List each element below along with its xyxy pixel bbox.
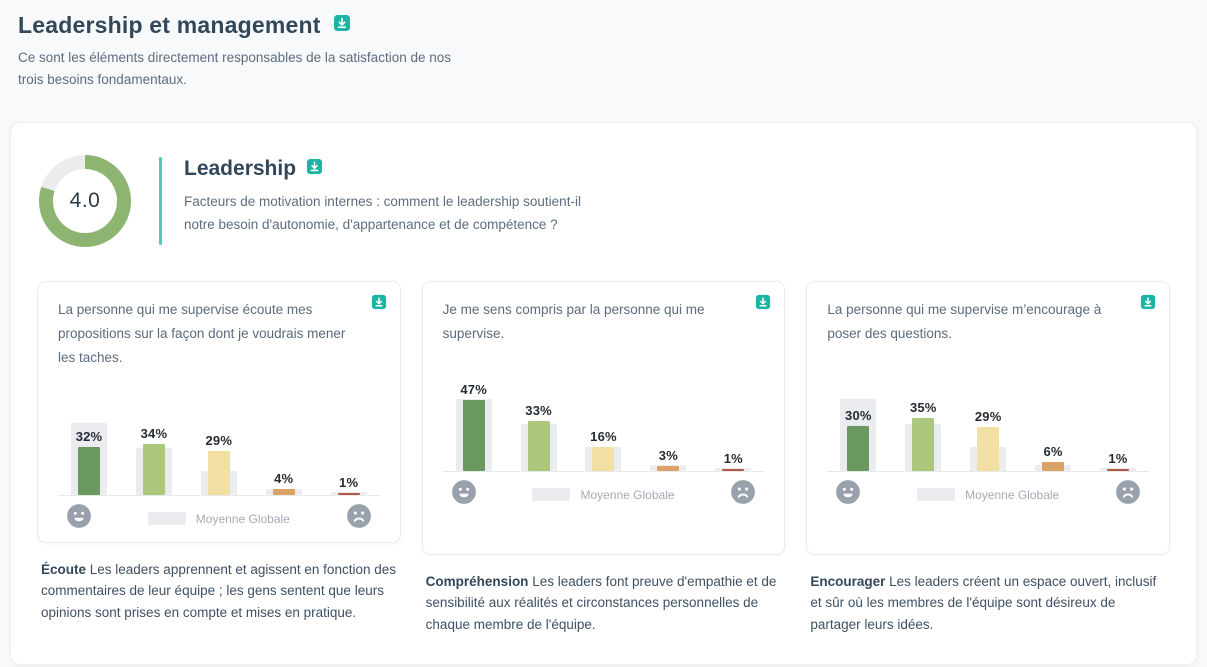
bar-value-label: 6% <box>1043 443 1063 459</box>
summary-keyword: Compréhension <box>425 573 529 589</box>
leadership-section-card: 4.0 Leadership Facteurs de motivation in… <box>10 121 1197 665</box>
bar-group: 30% <box>831 360 885 471</box>
question-text: La personne qui me supervise m’encourage… <box>827 301 1102 341</box>
value-bar <box>592 446 615 471</box>
score-value: 4.0 <box>53 168 117 233</box>
question-summary: Écoute Les leaders apprennent et agissen… <box>41 561 396 620</box>
question-summary: Compréhension Les leaders font preuve d'… <box>425 573 777 632</box>
bar-chart: 32% 34% 29% 4% 1% <box>58 384 380 496</box>
page-subtitle: Ce sont les éléments directement respons… <box>18 50 451 88</box>
question-card: La personne qui me supervise m’encourage… <box>806 280 1171 555</box>
bar-group: 29% <box>192 384 246 495</box>
question-text: La personne qui me supervise écoute mes … <box>58 301 346 365</box>
average-legend-label: Moyenne Globale <box>965 487 1060 502</box>
summary-keyword: Encourager <box>810 573 886 589</box>
bar-value-label: 33% <box>525 403 552 419</box>
bar-value-label: 3% <box>658 448 678 464</box>
bar-group: 32% <box>62 384 116 495</box>
download-icon[interactable] <box>371 294 387 310</box>
value-bar <box>847 425 870 471</box>
bar-value-label: 1% <box>339 475 359 491</box>
bar-group: 1% <box>706 360 760 471</box>
question-column-2: Je me sens compris par la personne qui m… <box>421 280 786 636</box>
average-legend: Moyenne Globale <box>532 487 675 502</box>
sad-face-icon <box>1115 479 1141 510</box>
bar-group: 34% <box>127 384 181 495</box>
download-icon[interactable] <box>1140 294 1156 310</box>
section-title: Leadership <box>184 156 297 180</box>
bar-chart: 30% 35% 29% 6% 1% <box>827 360 1150 472</box>
bar-group: 4% <box>257 384 311 495</box>
value-bar <box>207 451 230 495</box>
value-bar <box>272 488 295 495</box>
score-donut-chart: 4.0 <box>39 154 131 247</box>
bar-group: 1% <box>322 384 376 495</box>
bar-group: 1% <box>1091 360 1145 471</box>
bar-value-label: 47% <box>460 382 487 398</box>
value-bar <box>657 466 680 471</box>
average-legend-swatch <box>532 488 571 502</box>
teal-divider <box>159 156 162 245</box>
bar-value-label: 30% <box>845 407 872 423</box>
bar-group: 29% <box>961 360 1015 471</box>
value-bar <box>142 443 165 495</box>
section-overview: 4.0 Leadership Facteurs de motivation in… <box>39 154 1170 247</box>
bar-value-label: 29% <box>205 433 233 449</box>
summary-keyword: Écoute <box>41 561 87 577</box>
bar-group: 47% <box>447 360 501 471</box>
question-summary: Encourager Les leaders créent un espace … <box>810 573 1157 632</box>
question-text: Je me sens compris par la personne qui m… <box>442 301 705 341</box>
question-columns: La personne qui me supervise écoute mes … <box>37 280 1171 636</box>
average-legend-label: Moyenne Globale <box>195 511 290 526</box>
happy-face-icon <box>66 503 92 534</box>
value-bar <box>977 427 1000 471</box>
average-legend-label: Moyenne Globale <box>580 487 675 502</box>
bar-value-label: 4% <box>274 470 294 486</box>
page-title: Leadership et management <box>18 12 321 38</box>
average-legend: Moyenne Globale <box>917 488 1059 502</box>
bar-group: 16% <box>576 360 630 471</box>
value-bar <box>912 418 935 471</box>
average-legend: Moyenne Globale <box>147 511 290 526</box>
bar-group: 6% <box>1026 360 1080 471</box>
question-column-3: La personne qui me supervise m’encourage… <box>806 280 1171 636</box>
bar-group: 3% <box>641 360 695 471</box>
download-icon[interactable] <box>755 294 771 310</box>
sad-face-icon <box>346 503 372 534</box>
bar-value-label: 16% <box>590 428 617 444</box>
happy-face-icon <box>835 479 861 510</box>
bar-group: 35% <box>896 360 950 471</box>
sad-face-icon <box>730 479 756 510</box>
bar-chart: 47% 33% 16% 3% 1% <box>442 360 765 472</box>
download-icon[interactable] <box>333 14 351 37</box>
bar-value-label: 1% <box>1108 451 1128 467</box>
average-legend-swatch <box>147 512 186 526</box>
average-legend-swatch <box>917 488 956 502</box>
value-bar <box>462 400 485 471</box>
value-bar <box>1106 469 1129 471</box>
bar-group: 33% <box>512 360 566 471</box>
download-icon[interactable] <box>306 158 323 180</box>
bar-value-label: 35% <box>909 400 937 416</box>
page-header: Leadership et management Ce sont les élé… <box>0 0 1207 92</box>
section-description: Facteurs de motivation internes : commen… <box>184 193 581 233</box>
value-bar <box>722 469 745 471</box>
bar-value-label: 29% <box>974 409 1002 425</box>
bar-value-label: 1% <box>723 451 743 467</box>
happy-face-icon <box>451 479 477 510</box>
question-card: La personne qui me supervise écoute mes … <box>37 280 401 543</box>
value-bar <box>527 421 550 471</box>
bar-value-label: 32% <box>75 428 103 444</box>
question-column-1: La personne qui me supervise écoute mes … <box>37 280 401 636</box>
value-bar <box>78 446 100 495</box>
value-bar <box>1042 461 1065 471</box>
bar-value-label: 34% <box>140 425 168 441</box>
question-card: Je me sens compris par la personne qui m… <box>421 280 786 555</box>
value-bar <box>337 493 360 495</box>
